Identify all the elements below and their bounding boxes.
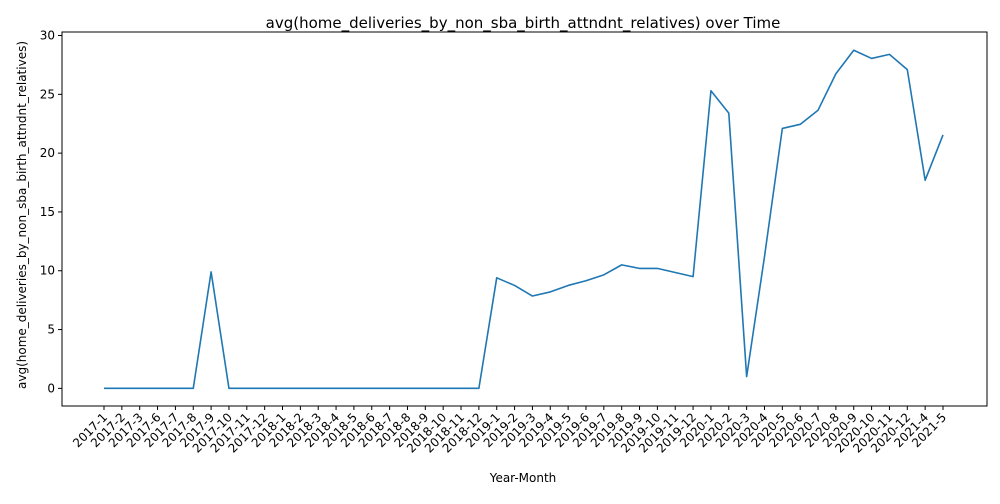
y-axis: 0 5 10 15 20 25 30 <box>40 29 62 395</box>
y-tick-label: 30 <box>40 29 55 43</box>
series-line <box>104 49 944 390</box>
x-axis: 2017-12017-22017-32017-62017-72017-82017… <box>70 406 949 456</box>
y-tick-label: 20 <box>40 146 55 160</box>
y-tick-label: 0 <box>47 381 55 395</box>
y-tick-label: 25 <box>40 87 55 101</box>
y-tick-label: 5 <box>47 323 55 337</box>
chart-title: avg(home_deliveries_by_non_sba_birth_att… <box>266 14 781 33</box>
y-tick-label: 10 <box>40 264 55 278</box>
y-tick-label: 15 <box>40 205 55 219</box>
y-axis-label: avg(home_deliveries_by_non_sba_birth_att… <box>15 41 29 389</box>
x-axis-label: Year-Month <box>489 471 557 485</box>
plot-frame <box>61 31 988 407</box>
